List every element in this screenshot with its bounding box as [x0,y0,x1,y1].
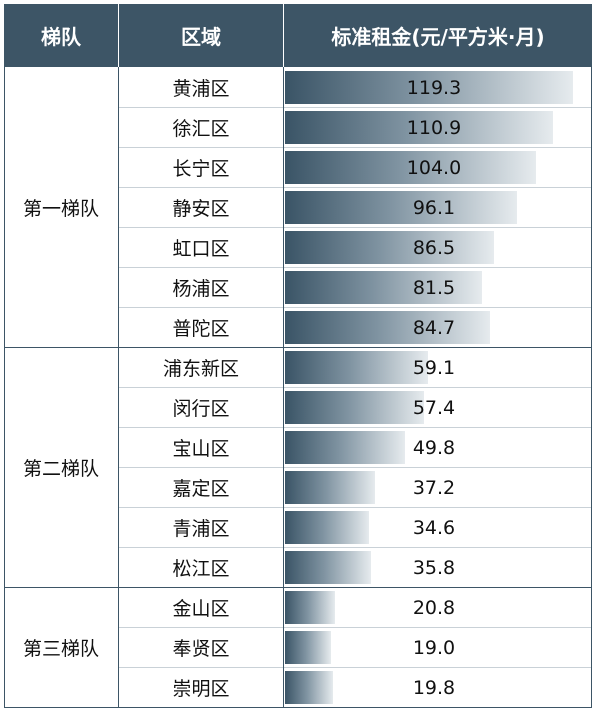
tier-label: 第一梯队 [4,68,118,348]
rent-value-label: 19.0 [412,636,456,659]
district-label: 虹口区 [119,228,283,268]
rent-bar [285,231,494,264]
rent-bar [285,191,518,224]
rent-value-label: 110.9 [406,116,462,139]
district-label: 闵行区 [119,388,283,428]
district-label: 金山区 [119,588,283,628]
rent-bar [285,111,553,144]
rent-bar [285,151,537,184]
value-cell: 34.6 [284,508,592,548]
district-label: 杨浦区 [119,268,283,308]
value-cell: 19.0 [284,628,592,668]
rent-bar [285,511,369,544]
rent-value-label: 34.6 [412,516,456,539]
district-label: 松江区 [119,548,283,588]
rent-bar [285,631,331,664]
rent-value-label: 104.0 [406,156,462,179]
rent-value-label: 20.8 [412,596,456,619]
value-cell: 110.9 [284,108,592,148]
value-cell: 81.5 [284,268,592,308]
rent-value-label: 49.8 [412,436,456,459]
table-bottom-border [4,707,592,708]
value-cell: 96.1 [284,188,592,228]
rent-bar [285,71,574,104]
rent-value-label: 81.5 [412,276,456,299]
rent-value-label: 19.8 [412,676,456,699]
value-cell: 59.1 [284,348,592,388]
rent-bar [285,391,424,424]
district-label: 崇明区 [119,668,283,708]
district-label: 青浦区 [119,508,283,548]
rent-bar [285,311,490,344]
header-district: 区域 [119,4,284,67]
rent-value-label: 59.1 [412,356,456,379]
district-label: 浦东新区 [119,348,283,388]
value-cell: 119.3 [284,68,592,108]
rent-value-label: 35.8 [412,556,456,579]
district-label: 长宁区 [119,148,283,188]
rent-value-label: 96.1 [412,196,456,219]
value-cell: 35.8 [284,548,592,588]
district-label: 宝山区 [119,428,283,468]
value-cell: 104.0 [284,148,592,188]
rent-bar [285,351,428,384]
rent-value-label: 37.2 [412,476,456,499]
rent-value-label: 119.3 [406,76,462,99]
header-tier: 梯队 [4,4,119,67]
rent-value-label: 84.7 [412,316,456,339]
district-label: 嘉定区 [119,468,283,508]
rent-bar [285,551,372,584]
rent-bar [285,271,482,304]
rent-table: 梯队 区域 标准租金(元/平方米·月) 第一梯队 黄浦区 119.3 徐汇区 110.9… [4,4,592,709]
value-cell: 57.4 [284,388,592,428]
rent-bar [285,431,406,464]
district-label: 奉贤区 [119,628,283,668]
value-cell: 84.7 [284,308,592,348]
tier-label: 第二梯队 [4,348,118,588]
district-label: 静安区 [119,188,283,228]
value-cell: 37.2 [284,468,592,508]
value-cell: 19.8 [284,668,592,708]
column-divider [283,67,284,708]
header-value: 标准租金(元/平方米·月) [284,4,592,67]
district-label: 普陀区 [119,308,283,348]
value-cell: 49.8 [284,428,592,468]
value-cell: 20.8 [284,588,592,628]
rent-value-label: 86.5 [412,236,456,259]
column-divider [591,67,592,708]
column-divider [118,67,119,708]
rent-value-label: 57.4 [412,396,456,419]
district-label: 黄浦区 [119,68,283,108]
rent-bar [285,591,336,624]
rent-bar [285,471,375,504]
group-divider [4,347,592,348]
tier-label: 第三梯队 [4,588,118,708]
value-cell: 86.5 [284,228,592,268]
column-divider [4,67,5,708]
group-divider [4,587,592,588]
rent-bar [285,671,333,704]
district-label: 徐汇区 [119,108,283,148]
